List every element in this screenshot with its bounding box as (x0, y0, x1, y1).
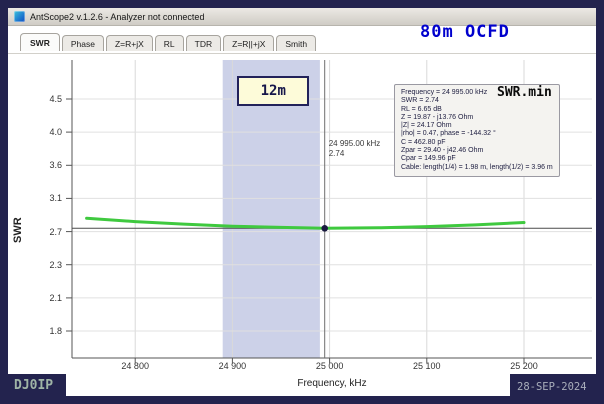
x-tick-label: 24 900 (218, 361, 247, 371)
tab-z-r-jx[interactable]: Z=R+jX (105, 35, 153, 51)
y-tick-label: 1.8 (49, 326, 62, 336)
info-line: |Z| = 24.17 Ohm (401, 122, 452, 130)
window-title: AntScope2 v.1.2.6 - Analyzer not connect… (30, 11, 205, 22)
info-line: SWR = 2.74 (401, 97, 439, 105)
bottom-right-patch (510, 374, 596, 396)
tab-phase[interactable]: Phase (61, 35, 104, 51)
cursor-frequency-readout: 24 995.00 kHz (328, 139, 381, 148)
x-tick-label: 25 000 (315, 361, 344, 371)
y-axis-title: SWR (12, 217, 24, 243)
info-line: RL = 6.65 dB (401, 105, 442, 113)
cursor-tooltip: 24 995.00 kHz 2.74 (329, 139, 381, 159)
title-bar[interactable]: AntScope2 v.1.2.6 - Analyzer not connect… (8, 8, 596, 26)
y-tick-label: 3.6 (49, 160, 62, 171)
tab-z-r-jx[interactable]: Z=R||+jX (223, 35, 275, 51)
info-line: Cpar = 149.96 pF (401, 155, 456, 163)
cursor-swr-readout: 2.74 (328, 149, 345, 158)
x-axis-labels: 24 800 24 900 25 000 25 100 25 200 (72, 361, 592, 373)
y-tick-label: 4.5 (49, 94, 62, 104)
callsign-label: DJ0IP (14, 378, 54, 393)
chart-title-overlay: 80m OCFD (420, 22, 510, 42)
swr-min-label: SWR.min (497, 85, 552, 100)
swr-curve (85, 216, 526, 230)
app-icon (14, 11, 25, 22)
info-line: Zpar = 29.40 - j42.46 Ohm (401, 147, 484, 155)
info-line: |rho| = 0.47, phase = -144.32 ° (401, 130, 496, 138)
x-axis-title: Frequency, kHz (297, 378, 367, 389)
x-tick-label: 25 100 (413, 361, 441, 371)
info-line: Frequency = 24 995.00 kHz (401, 89, 488, 96)
y-tick-label: 2.1 (49, 292, 62, 303)
info-line: Cable: length(1/4) = 1.98 m, length(1/2)… (401, 163, 553, 171)
y-tick-label: 2.7 (49, 226, 62, 237)
tab-tdr[interactable]: TDR (185, 35, 222, 51)
y-tick-label: 3.1 (49, 193, 62, 204)
date-label: 28-SEP-2024 (517, 381, 587, 393)
info-line: C = 462.80 pF (401, 138, 446, 146)
tab-rl[interactable]: RL (154, 35, 184, 51)
y-axis-labels: 4.5 4.0 3.6 3.1 2.7 2.3 2.1 1.8 (34, 60, 64, 358)
info-line: Z = 19.87 - j13.76 Ohm (401, 113, 474, 121)
y-tick-label: 2.3 (49, 259, 62, 270)
info-box: Frequency = 24 995.00 kHz SWR = 2.74 RL = … (394, 84, 560, 177)
x-tick-label: 25 200 (510, 361, 538, 371)
tab-bar: SWR Phase Z=R+jX RL TDR Z=R||+jX Smith (8, 26, 596, 54)
band-highlight (222, 60, 320, 358)
chart-svg (66, 60, 592, 363)
tab-smith[interactable]: Smith (276, 35, 317, 51)
plot-area[interactable] (66, 60, 592, 363)
bottom-left-patch (8, 374, 66, 396)
cursor-marker[interactable] (321, 225, 328, 232)
tab-swr[interactable]: SWR (20, 33, 60, 51)
band-label: 12m (237, 76, 310, 106)
y-tick-label: 4.0 (49, 127, 62, 138)
x-tick-label: 24 800 (121, 361, 149, 371)
